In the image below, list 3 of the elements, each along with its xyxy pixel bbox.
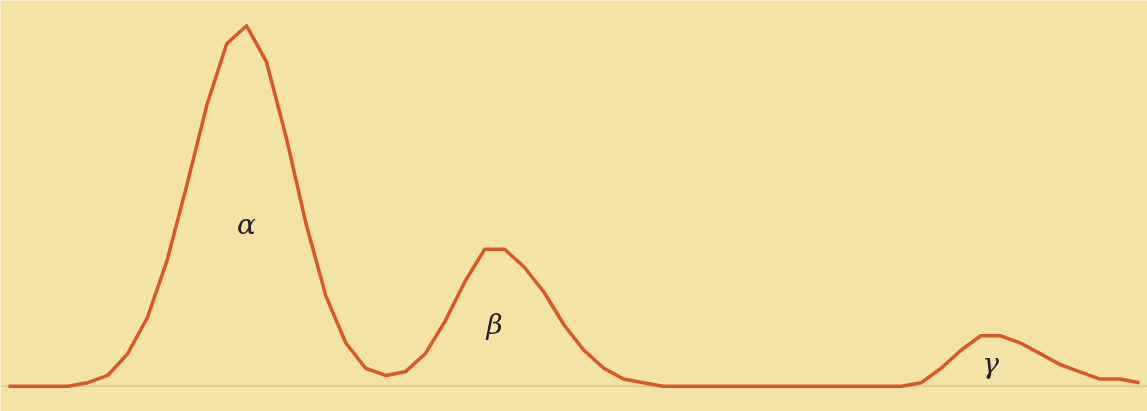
annotation: β bbox=[485, 308, 503, 342]
annotation: γ bbox=[982, 347, 1000, 381]
annotation: α bbox=[237, 207, 257, 241]
